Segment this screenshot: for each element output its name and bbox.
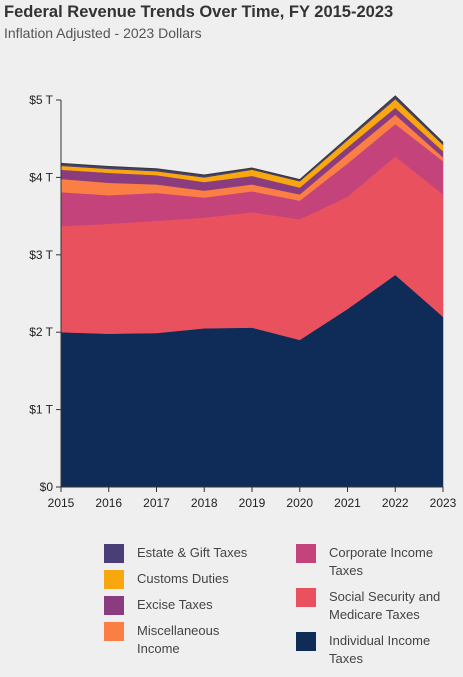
x-tick-label: 2015: [48, 496, 75, 510]
x-tick-label: 2021: [334, 496, 361, 510]
y-tick-label: $0: [40, 480, 54, 494]
y-tick-label: $2 T: [29, 325, 53, 339]
x-tick-label: 2023: [430, 496, 457, 510]
y-tick-label: $3 T: [29, 248, 53, 262]
axes: $0 $1 T $2 T $3 T $4 T $5 T 2015 2016 2017 2018 20…: [29, 93, 456, 510]
x-tick-label: 2017: [143, 496, 170, 510]
y-tick-label: $5 T: [29, 93, 53, 107]
area-layers: [60, 95, 444, 488]
x-tick-label: 2022: [382, 496, 409, 510]
x-tick-label: 2020: [286, 496, 313, 510]
chart-title: Federal Revenue Trends Over Time, FY 201…: [4, 3, 394, 21]
y-tick-label: $4 T: [29, 170, 53, 184]
y-tick-label: $1 T: [29, 403, 53, 417]
x-tick-label: 2016: [95, 496, 122, 510]
chart-subtitle: Inflation Adjusted - 2023 Dollars: [4, 25, 202, 41]
total-outline: [60, 95, 444, 181]
x-tick-label: 2018: [191, 496, 218, 510]
x-tick-label: 2019: [239, 496, 266, 510]
